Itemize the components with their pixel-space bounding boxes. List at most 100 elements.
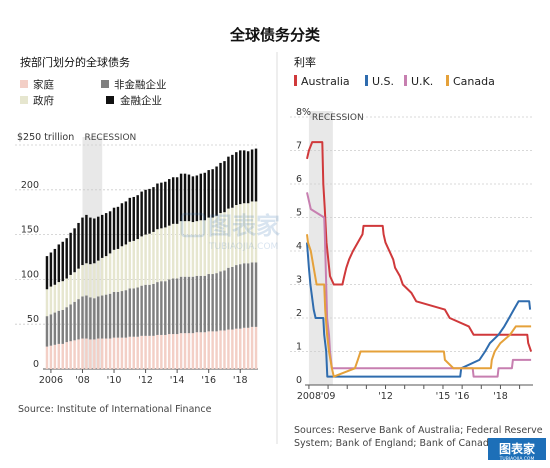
legend-label-financial-corporates: 金融企业: [120, 94, 162, 107]
legend-label-government: 政府: [33, 94, 54, 107]
right-y-tick-label: 7: [296, 141, 302, 152]
bar-segment-1: [104, 294, 108, 339]
bar-segment-3: [203, 172, 206, 221]
bar-segment-1: [235, 265, 238, 329]
left-y-tick-label: 200: [21, 180, 39, 191]
bar-segment-3: [108, 211, 112, 254]
left-x-tick-label: '16: [201, 375, 216, 386]
bar-segment-3: [89, 217, 92, 265]
bar-segment-0: [164, 334, 167, 369]
bar-segment-0: [104, 338, 108, 369]
bar-segment-3: [211, 169, 214, 218]
legend-item-nonfinancial-corporates: 非金融企业: [101, 78, 167, 91]
bar-segment-2: [116, 248, 120, 292]
bar-segment-0: [175, 334, 179, 369]
right-y-tick-label: 1: [296, 342, 302, 353]
bar-segment-2: [160, 228, 163, 282]
bar-segment-3: [195, 175, 199, 222]
bar-segment-1: [175, 278, 179, 335]
bar-segment-2: [175, 223, 179, 279]
bar-segment-1: [100, 295, 104, 339]
bar-segment-0: [160, 334, 163, 369]
right-source-line1: Sources: Reserve Bank of Australia; Fede…: [294, 425, 543, 436]
left-x-tick-label: 2006: [39, 375, 63, 386]
bar-segment-3: [49, 252, 53, 287]
bar-segment-3: [128, 197, 132, 242]
bar-segment-0: [246, 327, 250, 369]
bar-segment-0: [124, 337, 128, 369]
left-bars: [45, 148, 258, 369]
bar-segment-0: [235, 328, 238, 369]
bar-segment-3: [81, 217, 84, 266]
bar-segment-3: [73, 228, 76, 273]
bar-segment-1: [112, 291, 116, 338]
legend-label-canada: Canada: [453, 75, 495, 88]
bar-segment-3: [156, 183, 159, 230]
bar-segment-2: [140, 236, 143, 286]
legend-swatch-australia: [294, 75, 297, 86]
bar-segment-1: [140, 285, 143, 336]
bar-segment-0: [223, 330, 226, 369]
bar-segment-3: [69, 232, 72, 275]
legend-item-government: 政府: [20, 94, 54, 107]
bar-segment-2: [89, 264, 92, 298]
legend-label-uk: U.K.: [411, 75, 433, 88]
corner-logo-url: TUBIAOJIA.COM: [499, 456, 535, 462]
bar-segment-2: [164, 227, 167, 282]
bar-segment-1: [203, 275, 206, 333]
right-chart-title: 利率: [294, 55, 316, 69]
bar-segment-0: [152, 335, 155, 369]
bar-segment-1: [144, 284, 147, 336]
bar-segment-0: [69, 341, 72, 369]
legend-swatch-household: [20, 80, 28, 88]
right-y-tick-label: 3: [296, 275, 302, 286]
bar-segment-1: [69, 304, 72, 342]
bar-segment-3: [164, 181, 167, 228]
right-x-tick-label: '16: [455, 391, 470, 402]
bar-segment-3: [57, 244, 61, 283]
bar-segment-2: [85, 263, 88, 296]
bar-segment-0: [53, 344, 57, 369]
bar-segment-0: [231, 329, 234, 369]
bar-segment-1: [179, 276, 183, 334]
bar-segment-1: [136, 287, 139, 337]
bar-segment-1: [81, 296, 84, 339]
bar-segment-3: [215, 166, 218, 216]
bar-segment-0: [207, 331, 210, 369]
bar-segment-0: [128, 336, 132, 369]
bar-segment-0: [100, 338, 104, 369]
bar-segment-3: [187, 174, 191, 222]
bar-segment-2: [61, 281, 64, 310]
bar-segment-1: [77, 299, 80, 340]
bar-segment-1: [215, 273, 218, 332]
bar-segment-0: [250, 326, 254, 369]
corner-logo: 图表家 TUBIAOJIA.COM: [488, 438, 546, 462]
bar-segment-2: [148, 233, 151, 285]
left-y-tick-label: 100: [21, 269, 39, 280]
bar-segment-2: [57, 282, 61, 311]
bar-segment-2: [203, 220, 206, 276]
left-unit-label: $250 trillion: [17, 132, 74, 143]
bar-segment-1: [57, 310, 61, 344]
bar-segment-2: [49, 286, 53, 315]
legend-swatch-nonfinancial-corporates: [101, 80, 109, 88]
bar-segment-0: [81, 338, 84, 369]
bar-segment-3: [77, 222, 80, 269]
bar-segment-1: [132, 288, 135, 337]
bar-segment-1: [148, 284, 151, 336]
bar-segment-2: [45, 289, 49, 317]
bar-segment-2: [77, 268, 80, 300]
bar-segment-2: [156, 229, 159, 283]
bar-segment-2: [104, 256, 108, 295]
bar-segment-2: [171, 223, 175, 279]
legend-item-uk: U.K.: [404, 75, 433, 88]
bar-segment-1: [116, 291, 120, 338]
right-y-tick-label: 0: [296, 375, 302, 386]
bar-segment-0: [140, 335, 143, 369]
bar-segment-1: [53, 312, 57, 345]
bar-segment-1: [191, 276, 195, 334]
watermark-url: TUBIAOJIA.COM: [208, 242, 278, 252]
bar-segment-2: [152, 231, 155, 284]
right-y-tick-label: 2: [296, 308, 302, 319]
bar-segment-2: [97, 260, 100, 297]
